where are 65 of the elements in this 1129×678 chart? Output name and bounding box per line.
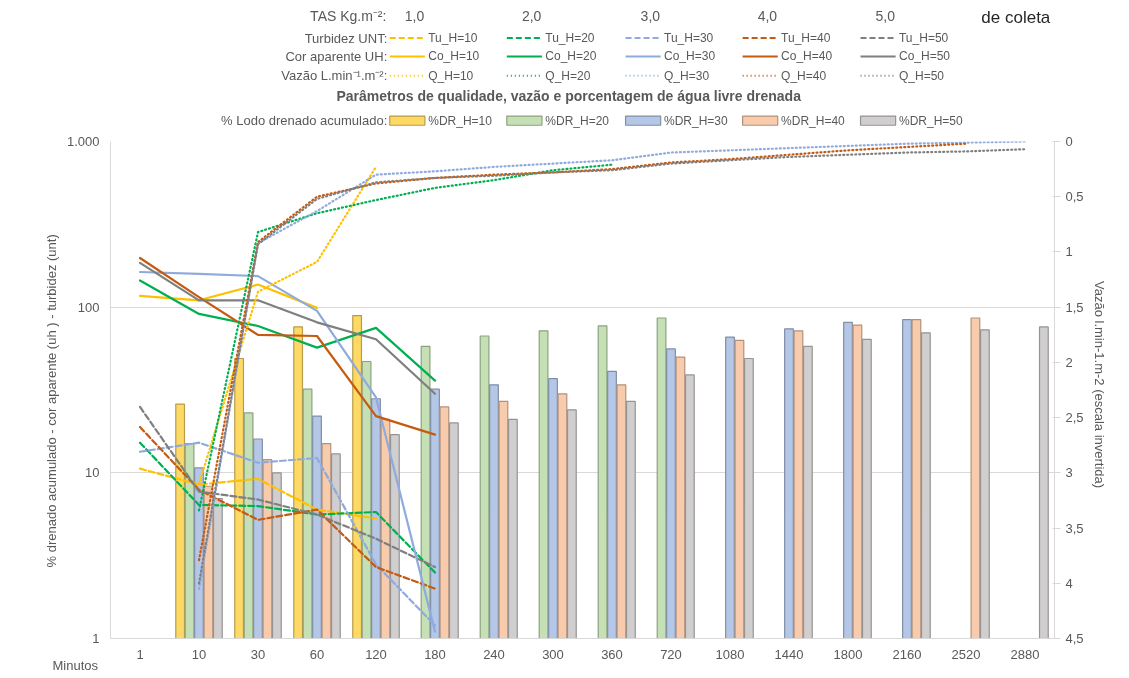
legend-label: Co_H=50 <box>898 49 951 64</box>
legend-label: Co_H=30 <box>664 49 716 64</box>
legend-label: %DR_H=40 <box>781 113 846 128</box>
legend-label: %DR_H=30 <box>664 113 729 128</box>
legend-label: Q_H=40 <box>781 68 827 83</box>
legend-label: %DR_H=20 <box>545 113 610 128</box>
x-tick-label: 10 <box>191 646 207 662</box>
y-axis-title: % drenado acumulado - cor aparente (uh ) - turbidez (unt) <box>43 234 59 568</box>
x-tick-label: 1080 <box>715 646 745 662</box>
x-tick-label: 720 <box>660 646 682 662</box>
y2-axis-title: Vazão l.min-1.m-2 (escala invertida) <box>1091 281 1107 489</box>
text: 1,0 <box>404 8 425 25</box>
x-tick-label: 2160 <box>892 646 922 662</box>
text: 5,0 <box>875 8 896 25</box>
x-tick-label: 60 <box>309 646 325 662</box>
y2-tick-label: 4,5 <box>1065 631 1084 646</box>
y2-tick-label: 2 <box>1065 354 1073 370</box>
text: Cor aparente UH: <box>285 48 388 64</box>
x-tick-label: 300 <box>542 646 564 662</box>
legend-label: Co_H=20 <box>545 49 597 64</box>
legend-label: Q_H=50 <box>898 68 945 83</box>
text: TAS Kg.m⁻²: <box>310 8 387 25</box>
x-tick-label: 1800 <box>833 646 863 662</box>
x-tick-label: 30 <box>250 646 266 662</box>
legend-label: Q_H=10 <box>428 68 474 83</box>
y2-tick-label: 0 <box>1065 134 1073 149</box>
y-tick-label: 10 <box>85 465 100 481</box>
text: 2,0 <box>521 8 542 25</box>
legend-label: Co_H=10 <box>428 49 480 64</box>
x-axis-title: Minutos <box>52 657 99 673</box>
legend-label: Tu_H=20 <box>545 31 595 46</box>
y2-tick-label: 4 <box>1065 575 1073 591</box>
x-tick-label: 360 <box>601 646 623 662</box>
y-tick-label: 1.000 <box>66 134 100 149</box>
x-tick-label: 180 <box>424 646 446 662</box>
legend-label: Tu_H=50 <box>898 31 949 46</box>
text: Turbidez UNT: <box>304 30 388 46</box>
x-tick-label: 120 <box>365 646 387 662</box>
y2-tick-label: 1 <box>1065 244 1073 260</box>
y2-tick-label: 2,5 <box>1065 410 1084 426</box>
legend-label: %DR_H=10 <box>428 113 493 128</box>
legend-label: Tu_H=30 <box>664 31 714 46</box>
x-tick-label: 2520 <box>951 646 981 662</box>
text: 4,0 <box>757 8 778 25</box>
text: % Lodo drenado acumulado: <box>221 113 388 129</box>
legend-label: Q_H=30 <box>664 68 710 83</box>
y2-tick-label: 3 <box>1065 465 1073 481</box>
y-tick-label: 1 <box>92 631 100 646</box>
x-tick-label: 240 <box>483 646 505 662</box>
text: 3,0 <box>640 8 661 25</box>
y2-tick-label: 3,5 <box>1065 520 1084 536</box>
text: Vazão L.min⁻¹.m⁻²: <box>281 68 388 84</box>
chart-title: Parâmetros de qualidade, vazão e porcentagem de água livre drenada <box>336 87 802 104</box>
y-tick-label: 100 <box>77 299 100 315</box>
y2-tick-label: 1,5 <box>1065 299 1084 315</box>
legend-label: Tu_H=10 <box>428 31 478 46</box>
x-tick-label: 1 <box>136 646 144 662</box>
text: de coleta <box>981 7 1051 27</box>
y2-tick-label: 0,5 <box>1065 189 1084 205</box>
legend-label: Q_H=20 <box>545 68 591 83</box>
x-tick-label: 2880 <box>1010 646 1040 662</box>
legend-label: Tu_H=40 <box>781 31 831 46</box>
legend-label: Co_H=40 <box>781 49 833 64</box>
legend-label: %DR_H=50 <box>898 113 963 128</box>
x-tick-label: 1440 <box>774 646 804 662</box>
